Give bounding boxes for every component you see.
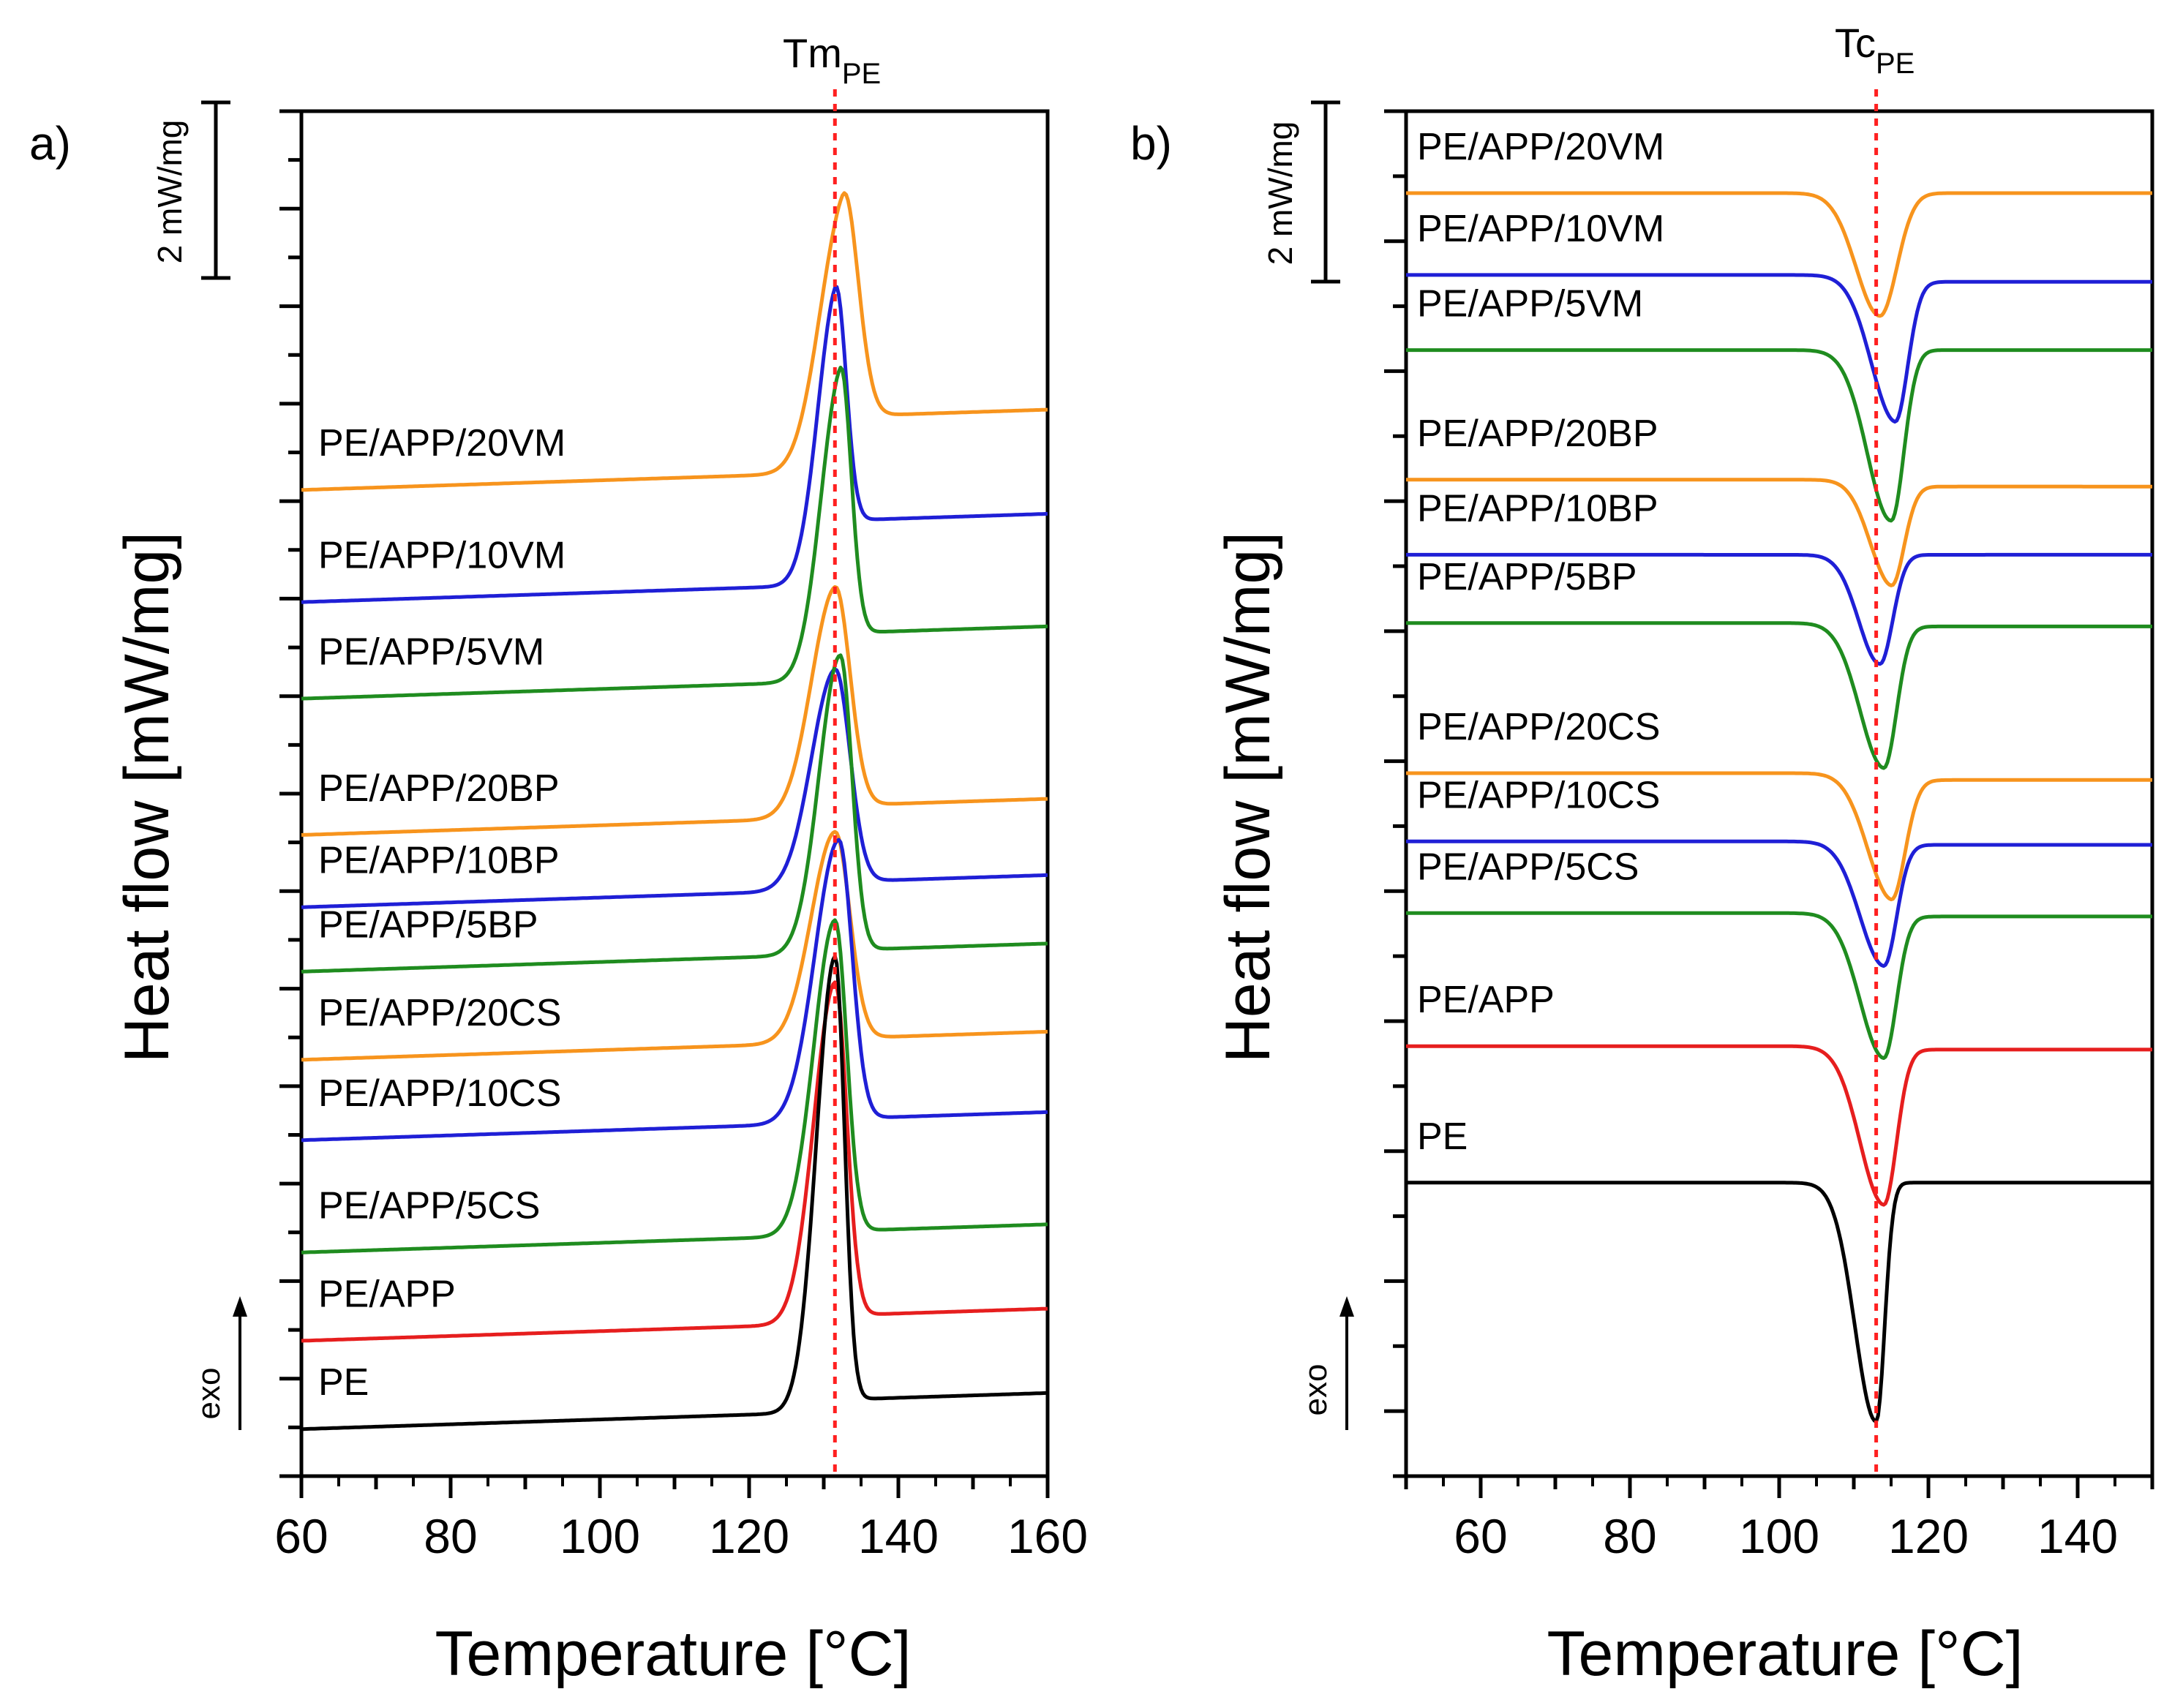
panel-b-series-line xyxy=(1406,348,2152,523)
panel-a-series-label: PE xyxy=(318,1361,369,1404)
panel-b-series-line xyxy=(1406,621,2152,770)
panel-a-series-label: PE/APP/20CS xyxy=(318,992,561,1034)
panel-a-marker-sub: PE xyxy=(842,58,881,90)
panel-a-x-tick-label: 60 xyxy=(274,1509,328,1563)
panel-b-x-tick-label: 140 xyxy=(2037,1509,2118,1563)
panel-b-series-line xyxy=(1406,1044,2152,1207)
panel-b-marker-main: Tc xyxy=(1835,20,1876,66)
panel-b-series-label: PE/APP xyxy=(1417,979,1555,1021)
panel-a-x-tick-label: 140 xyxy=(858,1509,939,1563)
panel-b-exo-label: exo xyxy=(1298,1364,1334,1416)
panel-a-series-label: PE/APP/10VM xyxy=(318,534,566,576)
panel-b-series-line xyxy=(1406,771,2152,902)
panel-a-scale-text: 2 mW/mg xyxy=(151,120,189,264)
panel-a-scale-bar: 2 mW/mg xyxy=(151,100,230,280)
panel-a: a) TmPE 60 80 100 120 140 160 PE/APP/20VMPE/A… xyxy=(29,30,1088,1689)
panel-a-series-label: PE/APP/5VM xyxy=(318,631,544,673)
panel-b-x-tick-label: 80 xyxy=(1603,1509,1656,1563)
panel-b-series-label: PE/APP/5VM xyxy=(1417,283,1643,326)
panel-b-series-line xyxy=(1406,1181,2152,1423)
panel-a-exo-arrow: exo xyxy=(191,1296,247,1430)
panel-a-series-line xyxy=(301,954,1048,1432)
panel-b-series-label: PE/APP/10CS xyxy=(1417,774,1660,816)
panel-b-exo-arrow: exo xyxy=(1298,1296,1354,1430)
panel-b-series-label: PE/APP/20VM xyxy=(1417,126,1664,168)
panel-b-series-label: PE/APP/5CS xyxy=(1417,846,1639,888)
panel-a-series-label: PE/APP xyxy=(318,1273,456,1315)
panel-a-series-line xyxy=(301,980,1048,1343)
panel-b-x-tick-label: 100 xyxy=(1739,1509,1819,1563)
panel-a-series-labels: PE/APP/20VM PE/APP/10VM PE/APP/5VM PE/APP/2… xyxy=(318,422,566,1404)
panel-b-series-line xyxy=(1406,273,2152,424)
panel-b-series xyxy=(1406,191,2152,1423)
panel-b-series-line xyxy=(1406,478,2152,587)
panel-a-series-line xyxy=(301,829,1048,1062)
panel-b-series-line xyxy=(1406,911,2152,1060)
panel-a-series-label: PE/APP/5BP xyxy=(318,904,538,947)
panel-b-series-label: PE/APP/5BP xyxy=(1417,556,1637,598)
panel-b-ylabel: Heat flow [mW/mg] xyxy=(1213,532,1283,1063)
panel-b-series-label: PE/APP/10BP xyxy=(1417,487,1658,530)
panel-a-series-label: PE/APP/10BP xyxy=(318,840,560,882)
panel-a-series-line xyxy=(301,191,1048,492)
panel-a-series-line xyxy=(301,918,1048,1254)
panel-b-series-label: PE/APP/10VM xyxy=(1417,208,1664,250)
panel-b-series-label: PE/APP/20CS xyxy=(1417,706,1660,748)
panel-b-x-tick-label: 120 xyxy=(1888,1509,1969,1563)
panel-a-series-line xyxy=(301,653,1048,974)
panel-b-scale-text: 2 mW/mg xyxy=(1261,121,1299,266)
panel-b-series-label: PE/APP/20BP xyxy=(1417,413,1658,455)
panel-b-marker-sub: PE xyxy=(1876,48,1915,80)
panel-a-axes: 60 80 100 120 140 160 xyxy=(274,109,1088,1563)
panel-a-series-label: PE/APP/20VM xyxy=(318,422,566,464)
panel-a-series-line xyxy=(301,365,1048,701)
panel-b-series-line xyxy=(1406,191,2152,318)
panel-a-x-tick-label: 80 xyxy=(424,1509,477,1563)
panel-a-x-tick-label: 160 xyxy=(1007,1509,1088,1563)
panel-b-series-label: PE xyxy=(1417,1116,1468,1158)
panel-a-ylabel: Heat flow [mW/mg] xyxy=(112,532,182,1063)
panel-a-series-label: PE/APP/20BP xyxy=(318,767,560,810)
panel-b-x-tick-label: 60 xyxy=(1454,1509,1507,1563)
panel-a-series-line xyxy=(301,667,1048,909)
panel-a-marker-label: TmPE xyxy=(783,30,881,90)
panel-a-series-line xyxy=(301,584,1048,837)
panel-a-label: a) xyxy=(29,117,71,170)
panel-a-series xyxy=(301,191,1048,1432)
panel-b-marker-label: TcPE xyxy=(1835,20,1915,80)
panel-a-marker-main: Tm xyxy=(783,30,842,76)
panel-b-series-line xyxy=(1406,839,2152,968)
panel-a-xlabel: Temperature [°C] xyxy=(435,1619,912,1689)
panel-b-xlabel: Temperature [°C] xyxy=(1547,1619,2024,1689)
panel-a-series-label: PE/APP/5CS xyxy=(318,1185,540,1227)
panel-b-axes: 60 80 100 120 140 xyxy=(1384,109,2154,1563)
panel-b-scale-bar: 2 mW/mg xyxy=(1261,100,1340,284)
panel-b-label: b) xyxy=(1130,117,1172,170)
panel-a-x-tick-label: 100 xyxy=(560,1509,640,1563)
panel-a-x-tick-label: 120 xyxy=(709,1509,789,1563)
panel-b-series-labels: PE/APP/20VM PE/APP/10VM PE/APP/5VM PE/APP/2… xyxy=(1417,126,1664,1158)
panel-a-series-label: PE/APP/10CS xyxy=(318,1072,561,1115)
panel-b: b) TcPE 60 80 100 120 140 PE/APP/20VMPE/APP/… xyxy=(1130,20,2154,1689)
panel-a-exo-label: exo xyxy=(191,1368,227,1420)
panel-a-series-line xyxy=(301,285,1048,604)
panel-a-series-line xyxy=(301,838,1048,1143)
panel-b-series-line xyxy=(1406,552,2152,666)
